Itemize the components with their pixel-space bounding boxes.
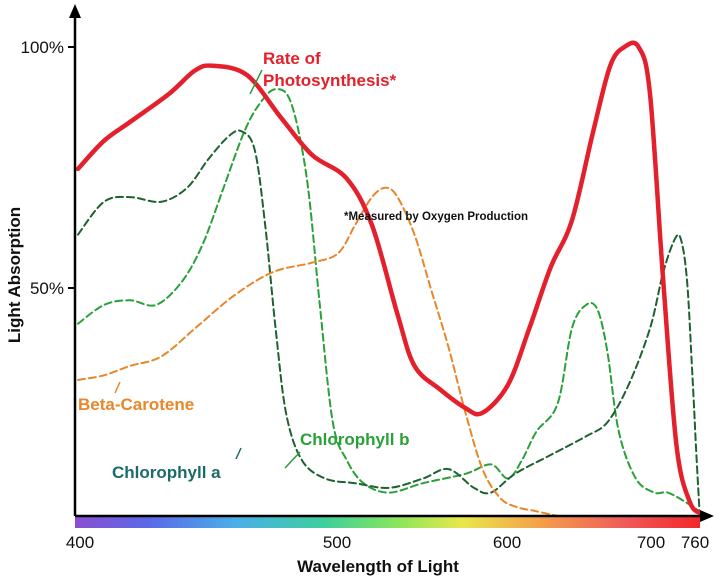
x-tick-label-600: 600 — [493, 533, 521, 552]
label-beta-carotene: Beta-Carotene — [78, 395, 194, 414]
spectrum-bar — [75, 516, 700, 528]
label-rate-of-photosynthesis-line2: Photosynthesis* — [263, 71, 397, 90]
label-chlorophyll-b: Chlorophyll b — [300, 430, 410, 449]
leader-photosynthesis — [249, 69, 263, 95]
label-rate-of-photosynthesis-line1: Rate of — [263, 49, 321, 68]
label-chlorophyll-a: Chlorophyll a — [112, 463, 221, 482]
x-axis-title: Wavelength of Light — [297, 557, 459, 576]
series-line-chlorophyll-b — [77, 88, 701, 513]
y-axis-arrow — [69, 4, 81, 18]
y-axis-title: Light Absorption — [5, 207, 24, 343]
x-axis-arrow — [700, 510, 714, 522]
y-tick-label-50: 50% — [30, 279, 64, 298]
leader-beta-carotene — [114, 381, 121, 394]
x-tick-label-400: 400 — [66, 533, 94, 552]
y-tick-label-100: 100% — [21, 38, 64, 57]
series-line-beta-carotene — [77, 186, 559, 517]
x-tick-label-760: 760 — [681, 533, 709, 552]
x-tick-label-700: 700 — [637, 533, 665, 552]
leader-chlorophyll-a — [235, 447, 242, 460]
series-line-chlorophyll-a — [77, 129, 701, 513]
series-line-rate-of-photosynthesis — [75, 40, 704, 516]
leader-chlorophyll-b — [284, 451, 301, 469]
x-tick-label-500: 500 — [323, 533, 351, 552]
measurement-note: *Measured by Oxygen Production — [344, 211, 528, 223]
series-layer — [75, 40, 704, 517]
